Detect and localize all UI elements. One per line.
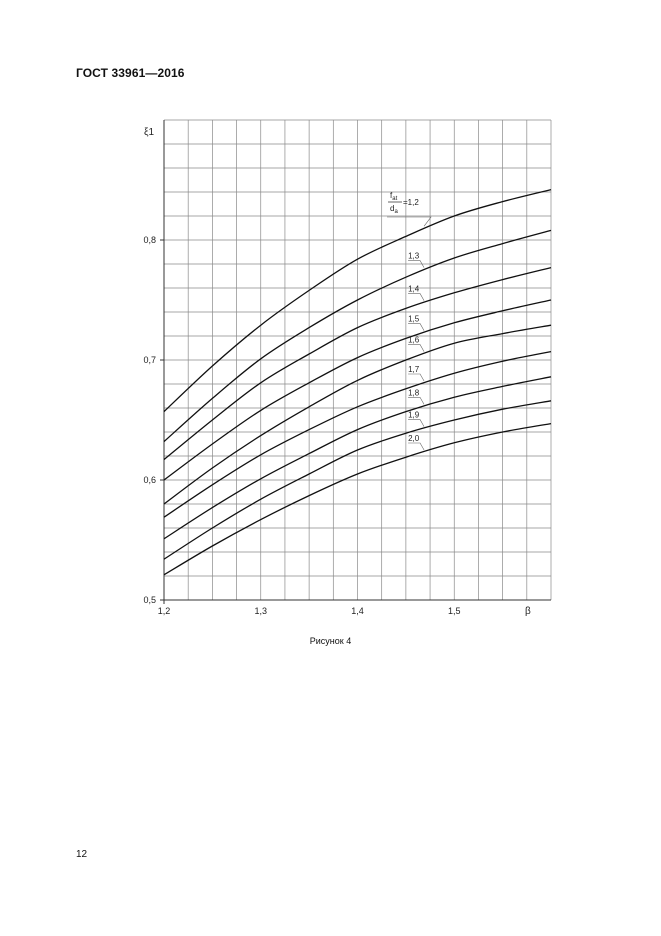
series-line (163, 350, 552, 518)
document-header: ГОСТ 33961—2016 (76, 66, 185, 80)
label-leader-line (408, 373, 425, 382)
parameter-denominator-sub: a (394, 209, 398, 215)
y-tick-label: 0,8 (143, 235, 156, 245)
series-line (163, 188, 552, 413)
parameter-numerator: fat (390, 191, 398, 202)
series-line (163, 400, 552, 560)
label-leader-line (408, 397, 425, 405)
series-label: 1,8 (408, 388, 420, 397)
series-line (163, 299, 552, 481)
grid (163, 119, 552, 601)
series-label: 1,5 (408, 315, 420, 324)
figure-caption: Рисунок 4 (309, 636, 352, 646)
parameter-denominator: da (390, 204, 398, 215)
page-number: 12 (76, 849, 88, 860)
label-leader-line (408, 419, 425, 427)
label-leader-line (408, 442, 425, 451)
series-line (163, 266, 552, 461)
label-leader-line (387, 216, 432, 227)
series-lines (163, 188, 552, 576)
x-tick-label: 1,2 (158, 606, 171, 616)
parameter-numerator-sub: at (392, 196, 397, 202)
x-tick-label: 1,4 (351, 606, 364, 616)
y-tick-label: 0,5 (143, 595, 156, 605)
label-leader-line (408, 323, 425, 331)
y-tick-label: 0,6 (143, 475, 156, 485)
x-tick-label: 1,5 (448, 606, 461, 616)
series-labels: fat da =1,2 1,3 1,4 1,5 1,6 1,7 1,8 1,9 2,0 (387, 191, 432, 451)
label-leader-line (408, 344, 425, 352)
label-leader-line (408, 260, 425, 268)
series-line (163, 229, 552, 443)
y-tick-label: 0,7 (143, 355, 156, 365)
series-line (163, 324, 552, 505)
series-label: 1,4 (408, 285, 420, 294)
series-label: =1,2 (403, 198, 419, 207)
series-label: 1,6 (408, 336, 420, 345)
axes: 1,2 1,3 1,4 1,5 0,5 0,6 0,7 0,8 β ξ1 (143, 120, 551, 617)
series-label: 1,3 (408, 252, 420, 261)
series-label: 1,9 (408, 411, 420, 420)
x-axis-label: β (525, 606, 531, 617)
series-line (163, 422, 552, 576)
y-axis-label: ξ1 (144, 127, 154, 138)
x-tick-label: 1,3 (254, 606, 267, 616)
label-leader-line (408, 293, 425, 301)
series-label: 1,7 (408, 365, 420, 374)
series-line (163, 376, 552, 540)
series-label: 2,0 (408, 434, 420, 443)
